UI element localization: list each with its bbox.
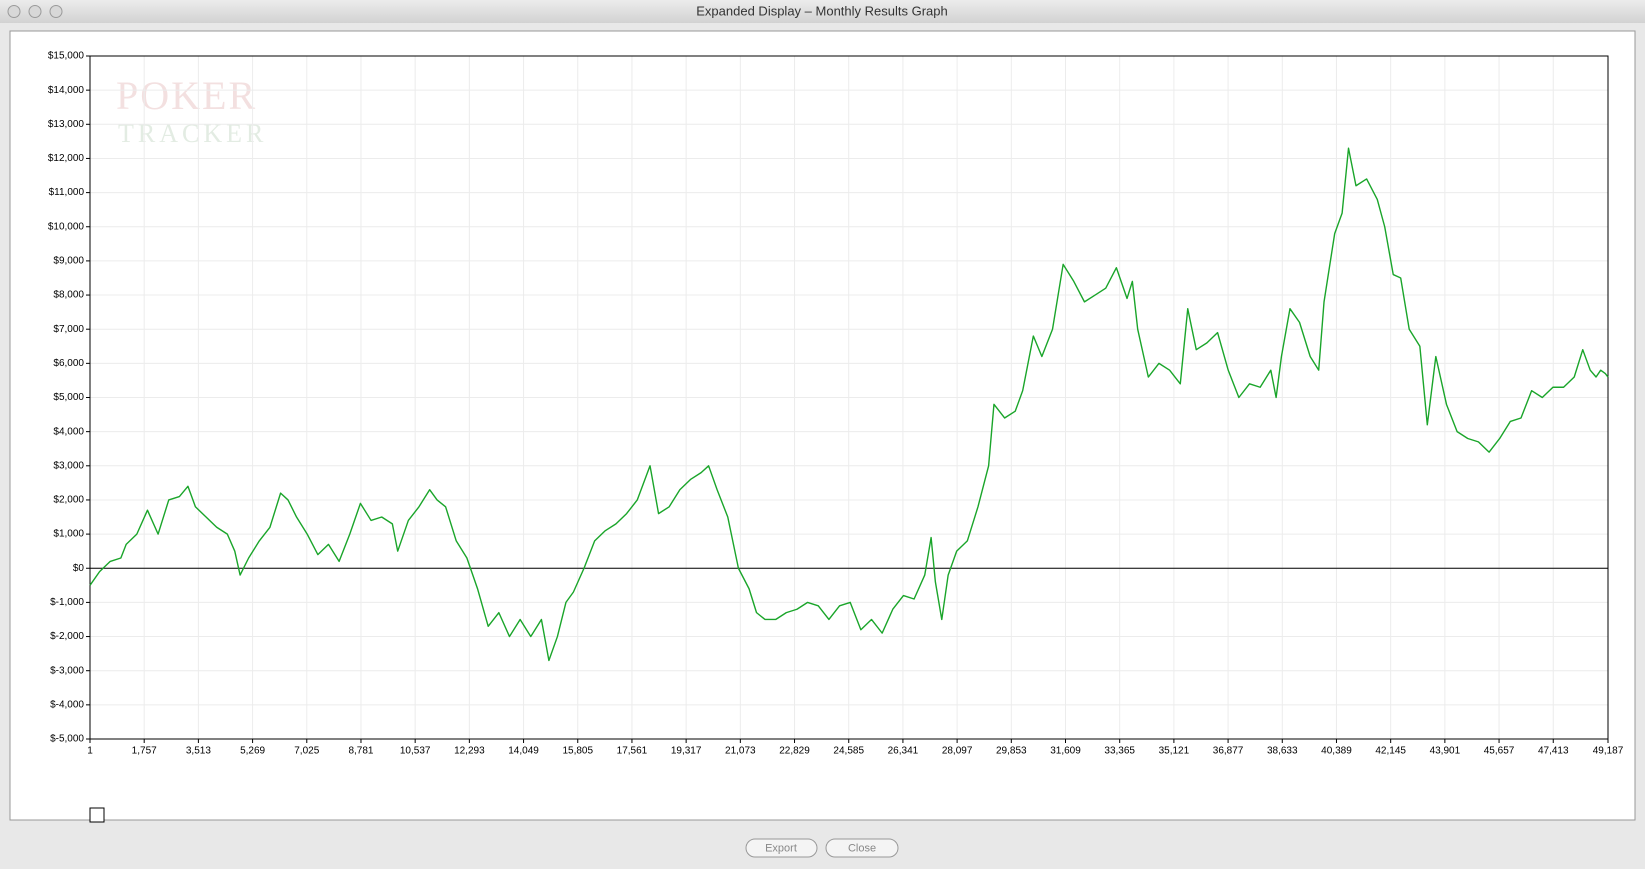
y-tick-label: $5,000 (53, 392, 84, 403)
x-tick-label: 8,781 (348, 746, 373, 757)
y-tick-label: $-5,000 (50, 734, 84, 745)
x-tick-label: 12,293 (454, 746, 485, 757)
x-tick-label: 22,829 (779, 746, 810, 757)
plot: $-5,000 $-4,000 $-3,000 $-2,000 $-1,000 $0 $1,… (48, 51, 1624, 757)
x-tick-label: 40,389 (1321, 746, 1352, 757)
chart-panel (9, 30, 1636, 821)
x-tick-label: 10,537 (400, 746, 431, 757)
y-tick-label: $14,000 (48, 85, 85, 96)
button-label[interactable]: Close (848, 842, 876, 854)
x-tick-label: 29,853 (996, 746, 1027, 757)
x-tick-label: 45,657 (1484, 746, 1515, 757)
x-tick-label: 49,187 (1593, 746, 1624, 757)
x-tick-label: 19,317 (671, 746, 702, 757)
x-tick-label: 26,341 (888, 746, 919, 757)
x-tick-label: 17,561 (617, 746, 648, 757)
x-tick-label: 1 (87, 746, 93, 757)
x-tick-label: 28,097 (942, 746, 973, 757)
close-button[interactable]: Close (825, 838, 899, 858)
x-tick-label: 33,365 (1104, 746, 1135, 757)
y-tick-label: $11,000 (49, 187, 85, 198)
y-tick-label: $4,000 (53, 426, 84, 437)
y-tick-label: $10,000 (48, 221, 85, 232)
y-tick-label: $-4,000 (50, 699, 84, 710)
plot-frame (89, 55, 1609, 740)
x-tick-label: 42,145 (1375, 746, 1406, 757)
x-tick-label: 15,805 (562, 746, 593, 757)
x-tick-label: 3,513 (186, 746, 211, 757)
title-bar (0, 0, 1645, 23)
results-line (89, 147, 1609, 662)
button-frame[interactable] (745, 838, 818, 858)
x-tick-label: 43,901 (1430, 746, 1461, 757)
y-tick-label: $-1,000 (50, 597, 84, 608)
checkbox[interactable] (89, 807, 105, 823)
y-tick-label: $13,000 (48, 119, 85, 130)
y-tick-label: $3,000 (53, 460, 84, 471)
minimize-dot[interactable] (28, 5, 42, 18)
x-tick-label: 31,609 (1050, 746, 1081, 757)
x-tick-label: 21,073 (725, 746, 756, 757)
x-tick-label: 35,121 (1159, 746, 1190, 757)
zoom-dot[interactable] (49, 5, 63, 18)
export-button[interactable]: Export (745, 838, 818, 858)
x-tick-label: 38,633 (1267, 746, 1298, 757)
button-frame[interactable] (825, 838, 899, 858)
y-tick-label: $-3,000 (50, 665, 84, 676)
button-label[interactable]: Export (765, 842, 797, 854)
y-tick-label: $9,000 (53, 256, 84, 267)
y-tick-label: $2,000 (53, 495, 84, 506)
x-tick-label: 7,025 (294, 746, 319, 757)
y-tick-label: $6,000 (53, 358, 84, 369)
y-tick-label: $0 (73, 563, 85, 574)
x-tick-label: 47,413 (1538, 746, 1569, 757)
y-tick-label: $12,000 (48, 153, 85, 164)
x-tick-label: 5,269 (240, 746, 265, 757)
x-tick-label: 14,049 (508, 746, 539, 757)
y-tick-label: $1,000 (53, 529, 84, 540)
y-tick-label: $15,000 (48, 51, 85, 62)
y-tick-label: $-2,000 (50, 631, 84, 642)
x-tick-label: 1,757 (132, 746, 157, 757)
window-title: Expanded Display – Monthly Results Graph (696, 3, 947, 18)
close-dot[interactable] (7, 5, 21, 18)
x-tick-label: 36,877 (1213, 746, 1244, 757)
y-tick-label: $8,000 (53, 290, 84, 301)
x-tick-label: 24,585 (833, 746, 864, 757)
logo: POKER (116, 73, 257, 118)
y-tick-label: $7,000 (53, 324, 84, 335)
logo: TRACKER (118, 119, 267, 148)
